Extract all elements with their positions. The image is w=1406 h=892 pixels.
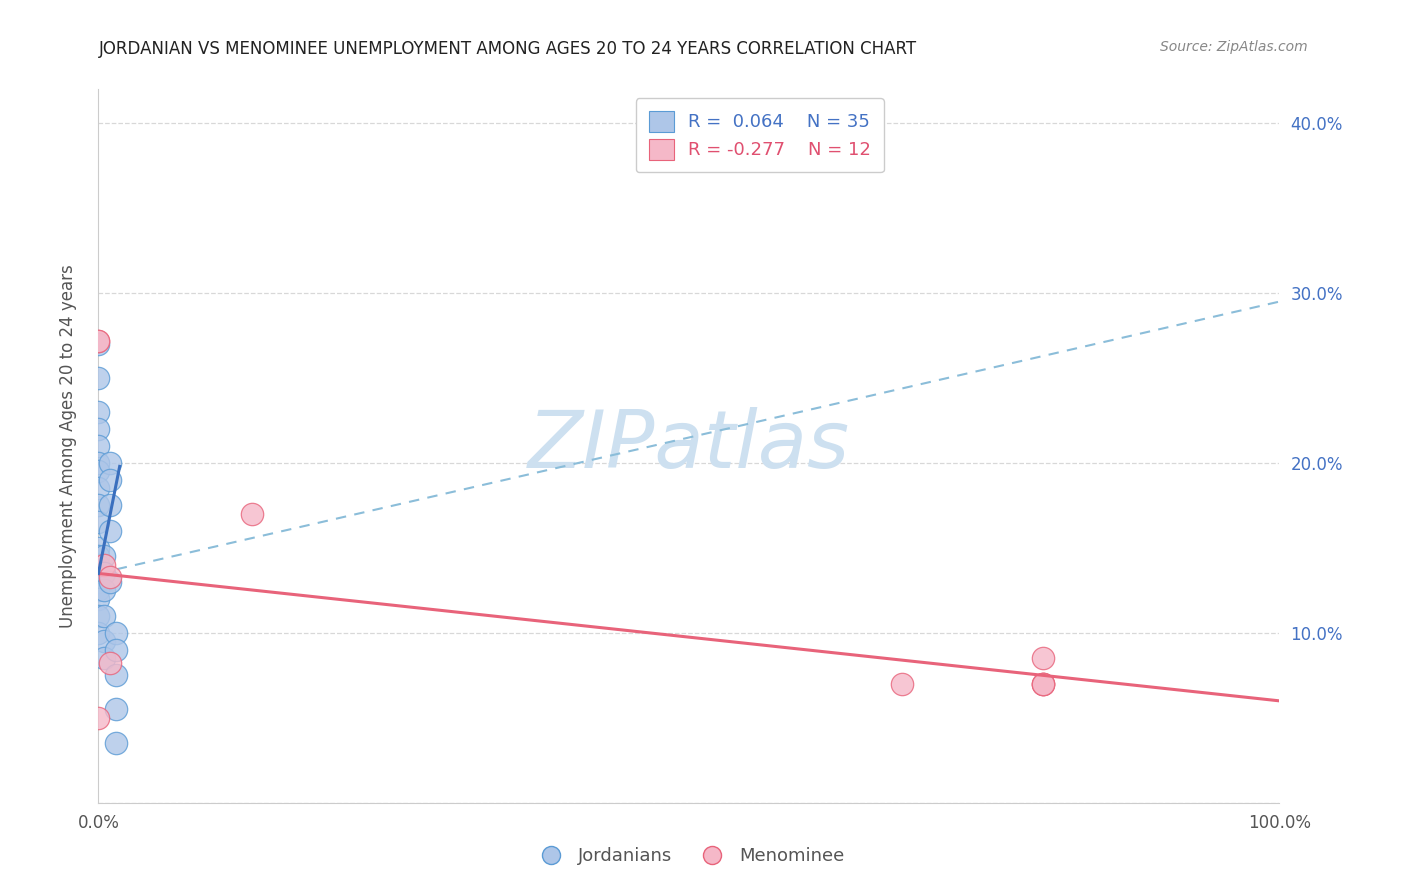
Point [87, 422, 110, 436]
Point [105, 702, 128, 716]
Point [93, 651, 115, 665]
Point [87, 439, 110, 453]
Point [1032, 677, 1054, 691]
Y-axis label: Unemployment Among Ages 20 to 24 years: Unemployment Among Ages 20 to 24 years [59, 264, 77, 628]
Point [105, 668, 128, 682]
Point [93, 634, 115, 648]
Point [105, 736, 128, 750]
Point [1032, 677, 1054, 691]
Point [98, 499, 121, 513]
Point [87, 499, 110, 513]
Point [87, 482, 110, 496]
Point [87, 371, 110, 385]
Point [87, 465, 110, 479]
Point [87, 334, 110, 348]
Point [87, 626, 110, 640]
Point [87, 591, 110, 606]
Text: Source: ZipAtlas.com: Source: ZipAtlas.com [1160, 40, 1308, 54]
Point [98, 473, 121, 487]
Text: JORDANIAN VS MENOMINEE UNEMPLOYMENT AMONG AGES 20 TO 24 YEARS CORRELATION CHART: JORDANIAN VS MENOMINEE UNEMPLOYMENT AMON… [98, 40, 917, 58]
Point [93, 583, 115, 598]
Legend: Jordanians, Menominee: Jordanians, Menominee [526, 840, 852, 872]
Point [87, 405, 110, 419]
Point [87, 516, 110, 530]
Point [87, 549, 110, 564]
Point [1032, 677, 1054, 691]
Text: ZIPatlas: ZIPatlas [527, 407, 851, 485]
Point [98, 570, 121, 584]
Point [240, 507, 263, 521]
Point [890, 677, 912, 691]
Point [87, 566, 110, 581]
Point [98, 456, 121, 470]
Point [87, 608, 110, 623]
Point [87, 583, 110, 598]
Point [93, 558, 115, 572]
Point [105, 626, 128, 640]
Point [105, 643, 128, 657]
Point [87, 337, 110, 351]
Point [98, 657, 121, 671]
Point [87, 456, 110, 470]
Point [93, 549, 115, 564]
Point [87, 574, 110, 589]
Point [87, 334, 110, 348]
Point [98, 524, 121, 538]
Point [87, 541, 110, 555]
Point [98, 574, 121, 589]
Point [1032, 651, 1054, 665]
Point [93, 566, 115, 581]
Point [87, 558, 110, 572]
Point [93, 608, 115, 623]
Point [87, 711, 110, 725]
